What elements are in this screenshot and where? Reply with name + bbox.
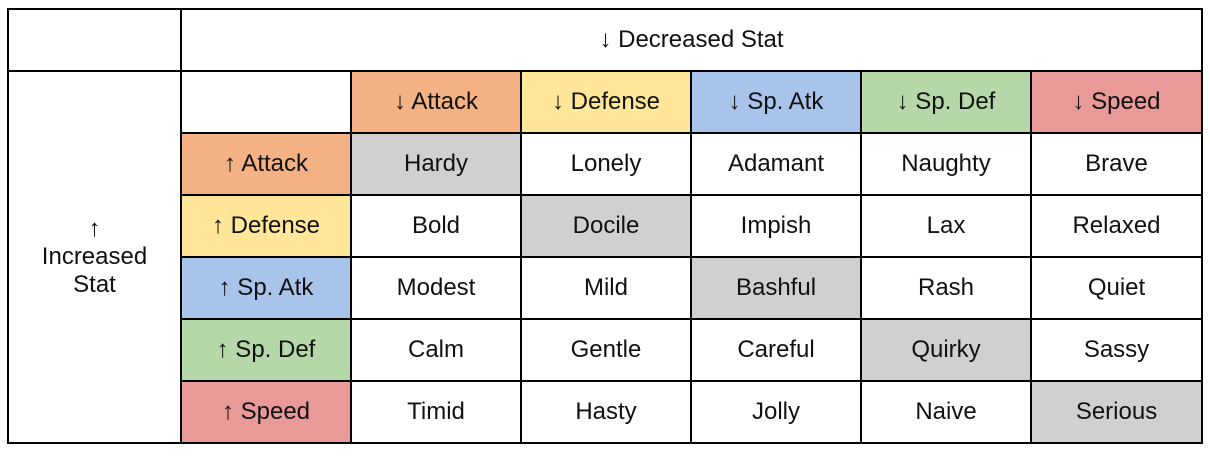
column-header: ↓ Speed [1030, 70, 1203, 134]
nature-cell: Bashful [690, 256, 862, 320]
table-row: ↑ Sp. Def Calm Gentle Careful Quirky Sassy [8, 318, 1203, 382]
nature-cell: Bold [350, 194, 522, 258]
table-row: ↑ Attack Hardy Lonely Adamant Naughty Brave [8, 132, 1203, 196]
nature-cell: Timid [350, 380, 522, 444]
row-header: ↑ Sp. Atk [180, 256, 352, 320]
nature-table: ↓ Decreased Stat ↑ Increased Stat ↓ Attack… [7, 8, 1203, 444]
empty-header-cell [180, 70, 352, 134]
nature-cell: Serious [1030, 380, 1203, 444]
table-row: ↓ Decreased Stat [7, 8, 1203, 72]
column-header: ↓ Sp. Atk [690, 70, 862, 134]
table-title: ↓ Decreased Stat [180, 8, 1203, 72]
nature-cell: Rash [860, 256, 1032, 320]
nature-cell: Adamant [690, 132, 862, 196]
nature-cell: Naive [860, 380, 1032, 444]
nature-cell: Lonely [520, 132, 692, 196]
table-row: ↑ Defense Bold Docile Impish Lax Relaxed [8, 194, 1203, 258]
nature-cell: Hardy [350, 132, 522, 196]
nature-cell: Lax [860, 194, 1032, 258]
table-row: ↑ Increased Stat ↓ Attack ↓ Defense ↓ Sp. A… [7, 70, 1203, 444]
nature-cell: Relaxed [1030, 194, 1203, 258]
nature-cell: Calm [350, 318, 522, 382]
nature-cell: Sassy [1030, 318, 1203, 382]
nature-cell: Careful [690, 318, 862, 382]
corner-cell [7, 8, 182, 72]
column-header: ↓ Sp. Def [860, 70, 1032, 134]
nature-cell: Docile [520, 194, 692, 258]
nature-cell: Mild [520, 256, 692, 320]
row-header: ↑ Attack [180, 132, 352, 196]
nature-cell: Modest [350, 256, 522, 320]
nature-cell: Jolly [690, 380, 862, 444]
table-body: ↓ Decreased Stat ↑ Increased Stat ↓ Attack… [7, 8, 1203, 444]
nature-cell: Quiet [1030, 256, 1203, 320]
row-header: ↑ Defense [180, 194, 352, 258]
row-header: ↑ Sp. Def [180, 318, 352, 382]
nature-cell: Naughty [860, 132, 1032, 196]
table-row: ↑ Speed Timid Hasty Jolly Naive Serious [8, 380, 1203, 444]
column-header: ↓ Attack [350, 70, 522, 134]
table-row: ↑ Sp. Atk Modest Mild Bashful Rash Quiet [8, 256, 1203, 320]
nature-cell: Gentle [520, 318, 692, 382]
nature-cell: Hasty [520, 380, 692, 444]
nature-cell: Quirky [860, 318, 1032, 382]
row-label-cell: ↑ Increased Stat [7, 70, 182, 444]
row-header: ↑ Speed [180, 380, 352, 444]
nature-cell: Impish [690, 194, 862, 258]
row-label: ↑ Increased Stat [41, 215, 148, 298]
nature-cell: Brave [1030, 132, 1203, 196]
column-header: ↓ Defense [520, 70, 692, 134]
